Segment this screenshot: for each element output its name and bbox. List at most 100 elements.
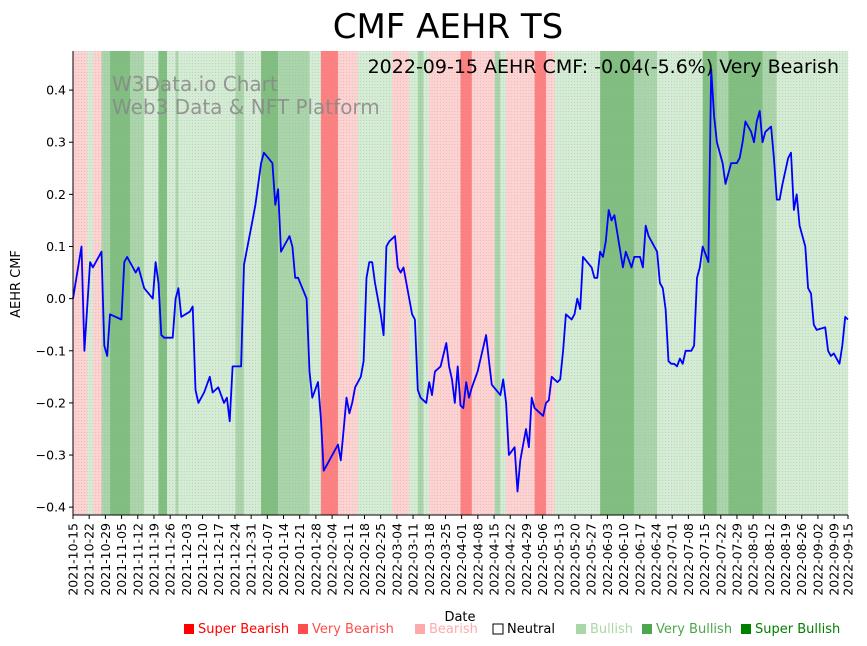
x-tick-label: 2022-02-11 bbox=[341, 523, 356, 596]
x-tick-label: 2022-01-14 bbox=[276, 523, 291, 596]
band-bearish bbox=[429, 51, 461, 515]
x-tick-label: 2021-10-29 bbox=[98, 523, 113, 596]
band-bullish bbox=[101, 51, 111, 515]
cmf-line bbox=[72, 68, 849, 493]
x-tick-label: 2022-04-08 bbox=[470, 523, 485, 596]
y-tick-label: −0.4 bbox=[36, 500, 66, 515]
band-neutral bbox=[776, 51, 848, 515]
x-tick-label: 2022-01-07 bbox=[260, 523, 275, 596]
x-tick-label: 2021-11-19 bbox=[146, 523, 161, 596]
x-tick-label: 2021-12-24 bbox=[227, 523, 242, 596]
x-tick-label: 2022-03-04 bbox=[389, 523, 404, 596]
legend-swatch bbox=[642, 624, 652, 634]
x-tick-label: 2022-07-22 bbox=[713, 523, 728, 596]
legend-label: Very Bullish bbox=[656, 622, 732, 637]
band-bearish bbox=[73, 51, 88, 515]
y-tick-label: −0.3 bbox=[36, 448, 66, 463]
x-tick-label: 2021-10-22 bbox=[82, 523, 97, 596]
x-tick-label: 2022-06-17 bbox=[632, 523, 647, 596]
x-tick-label: 2022-06-03 bbox=[600, 523, 615, 596]
x-tick-label: 2022-09-15 bbox=[841, 523, 856, 596]
band-very-bullish bbox=[158, 51, 168, 515]
y-tick-label: 0.0 bbox=[46, 291, 66, 306]
x-tick-label: 2022-04-15 bbox=[487, 523, 502, 596]
watermark-line-1: W3Data.io Chart bbox=[112, 72, 278, 96]
x-tick-label: 2021-11-26 bbox=[163, 523, 178, 596]
x-tick-label: 2022-07-15 bbox=[697, 523, 712, 596]
band-very-bullish bbox=[702, 51, 717, 515]
x-axis-ticks: 2021-10-15 2021-10-22 2021-10-29 2021-11-05… bbox=[66, 515, 856, 596]
band-bullish bbox=[175, 51, 179, 515]
x-tick-label: 2021-11-12 bbox=[130, 523, 145, 596]
x-tick-label: 2022-04-29 bbox=[519, 523, 534, 596]
x-tick-label: 2022-02-18 bbox=[357, 523, 372, 596]
legend-swatch bbox=[298, 624, 308, 634]
chart-subtitle: 2022-09-15 AEHR CMF: -0.04(-5.6%) Very B… bbox=[368, 56, 839, 78]
x-tick-label: 2021-12-10 bbox=[195, 523, 210, 596]
legend-label: Bearish bbox=[429, 622, 478, 637]
x-tick-label: 2021-11-05 bbox=[114, 523, 129, 596]
legend-swatch bbox=[184, 624, 194, 634]
band-bullish bbox=[762, 51, 777, 515]
x-tick-label: 2022-05-06 bbox=[535, 523, 550, 596]
x-tick-label: 2022-09-02 bbox=[810, 523, 825, 596]
x-tick-label: 2022-06-10 bbox=[616, 523, 631, 596]
band-bearish bbox=[92, 51, 102, 515]
x-tick-label: 2022-03-18 bbox=[422, 523, 437, 596]
legend: Super Bearish Very Bearish Bearish Neutral B… bbox=[184, 622, 840, 637]
x-tick-label: 2022-08-05 bbox=[746, 523, 761, 596]
x-tick-label: 2021-12-03 bbox=[179, 523, 194, 596]
y-tick-label: 0.4 bbox=[46, 83, 66, 98]
x-tick-label: 2021-12-31 bbox=[244, 523, 259, 596]
legend-swatch bbox=[492, 623, 504, 635]
x-axis-label: Date bbox=[444, 610, 475, 625]
legend-label: Neutral bbox=[507, 622, 555, 637]
y-axis-label: AEHR CMF bbox=[9, 250, 24, 318]
x-tick-label: 2021-12-17 bbox=[211, 523, 226, 596]
x-tick-label: 2022-08-12 bbox=[762, 523, 777, 596]
x-tick-label: 2022-01-28 bbox=[308, 523, 323, 596]
legend-label: Super Bullish bbox=[755, 622, 840, 637]
x-tick-label: 2022-08-26 bbox=[794, 523, 809, 596]
band-bullish bbox=[129, 51, 145, 515]
x-tick-label: 2022-05-27 bbox=[584, 523, 599, 596]
chart-title: CMF AEHR TS bbox=[333, 7, 564, 47]
legend-label: Very Bearish bbox=[312, 622, 394, 637]
x-tick-label: 2022-01-21 bbox=[292, 523, 307, 596]
y-tick-label: 0.2 bbox=[46, 187, 66, 202]
y-axis-ticks: −0.4 −0.3 −0.2 −0.1 0.0 0.1 0.2 0.3 0.4 bbox=[36, 83, 73, 515]
legend-swatch bbox=[741, 624, 751, 634]
x-tick-label: 2022-07-08 bbox=[681, 523, 696, 596]
band-neutral bbox=[167, 51, 176, 515]
band-very-bullish bbox=[110, 51, 130, 515]
band-neutral bbox=[409, 51, 418, 515]
x-tick-label: 2022-07-01 bbox=[665, 523, 680, 596]
x-tick-label: 2022-05-20 bbox=[568, 523, 583, 596]
watermark-line-2: Web3 Data & NFT Platform bbox=[112, 95, 380, 119]
x-tick-label: 2021-10-15 bbox=[66, 523, 81, 596]
legend-swatch bbox=[576, 624, 586, 634]
x-tick-label: 2022-07-29 bbox=[729, 523, 744, 596]
x-tick-label: 2022-08-19 bbox=[778, 523, 793, 596]
band-bullish bbox=[278, 51, 310, 515]
y-tick-label: 0.3 bbox=[46, 135, 66, 150]
x-tick-label: 2022-02-04 bbox=[325, 523, 340, 596]
y-tick-label: −0.1 bbox=[36, 343, 66, 358]
cmf-line-layer bbox=[72, 68, 849, 493]
y-tick-label: 0.1 bbox=[46, 239, 66, 254]
x-tick-label: 2022-05-13 bbox=[551, 523, 566, 596]
x-tick-label: 2022-09-09 bbox=[827, 523, 842, 596]
legend-swatch bbox=[415, 624, 425, 634]
legend-label: Super Bearish bbox=[198, 622, 289, 637]
x-tick-label: 2022-02-25 bbox=[373, 523, 388, 596]
x-tick-label: 2022-03-25 bbox=[438, 523, 453, 596]
x-tick-label: 2022-06-24 bbox=[648, 523, 663, 596]
band-bearish bbox=[545, 51, 555, 515]
x-tick-label: 2022-04-22 bbox=[503, 523, 518, 596]
band-neutral bbox=[144, 51, 159, 515]
band-bullish bbox=[235, 51, 244, 515]
x-tick-label: 2022-04-01 bbox=[454, 523, 469, 596]
y-tick-label: −0.2 bbox=[36, 395, 66, 410]
x-tick-label: 2022-03-11 bbox=[406, 523, 421, 596]
